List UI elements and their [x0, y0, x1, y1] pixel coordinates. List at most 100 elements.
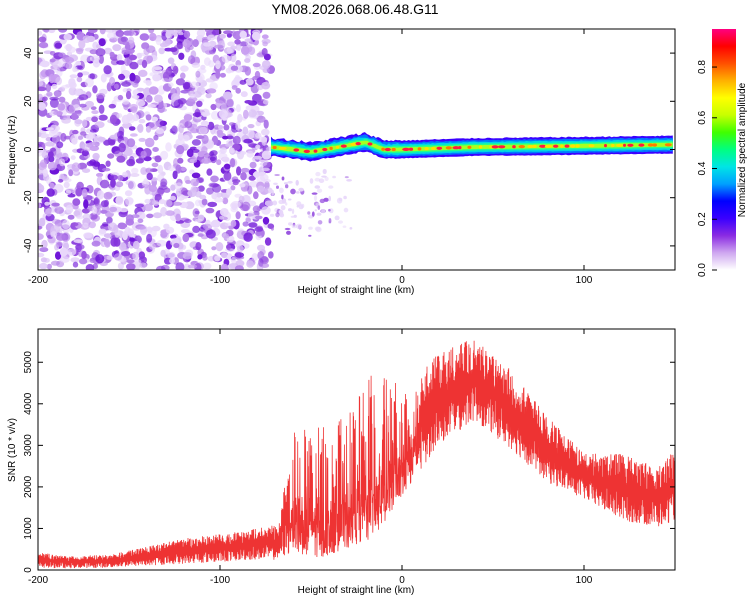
- heatmap-cell: [252, 155, 263, 160]
- heatmap-cell: [89, 128, 97, 133]
- heatmap-cell: [196, 86, 206, 95]
- spectral-ridge-peak: [512, 145, 516, 149]
- heatmap-cell: [344, 176, 349, 179]
- heatmap-cell: [88, 141, 98, 146]
- heatmap-cell: [237, 113, 243, 123]
- heatmap-cell: [264, 237, 272, 246]
- heatmap-cell: [319, 198, 325, 204]
- heatmap-cell: [182, 233, 190, 243]
- y-tick-label: 3000: [23, 434, 34, 457]
- heatmap-cell: [226, 98, 234, 108]
- y-tick-label: -20: [23, 190, 34, 205]
- heatmap-cell: [82, 168, 91, 174]
- heatmap-cell: [238, 195, 245, 203]
- heatmap-cell: [234, 252, 245, 258]
- heatmap-cell: [243, 109, 249, 120]
- heatmap-cell: [273, 182, 278, 185]
- heatmap-cell: [219, 72, 226, 78]
- heatmap-cell: [126, 259, 135, 264]
- heatmap-cell: [152, 66, 163, 71]
- heatmap-cell: [65, 43, 72, 52]
- heatmap-cell: [196, 100, 203, 108]
- heatmap-cell: [95, 93, 106, 99]
- heatmap-cell: [49, 96, 59, 101]
- heatmap-cell: [199, 194, 207, 200]
- heatmap-cell: [172, 201, 182, 206]
- spectral-ridge-peak: [367, 142, 373, 146]
- heatmap-cell: [65, 189, 72, 195]
- heatmap-cell: [163, 223, 170, 230]
- heatmap-cell: [167, 57, 175, 64]
- heatmap-cell: [242, 126, 249, 135]
- spectral-ridge-peak: [431, 146, 436, 151]
- heatmap-cell: [58, 29, 68, 33]
- heatmap-cell: [38, 102, 46, 111]
- heatmap-cell: [148, 122, 158, 130]
- heatmap-cell: [255, 215, 263, 220]
- heatmap-cell: [253, 191, 259, 200]
- heatmap-cell: [148, 243, 156, 250]
- heatmap-cell: [128, 29, 135, 37]
- heatmap-cell: [187, 55, 196, 65]
- heatmap-cell: [234, 39, 241, 45]
- heatmap-cell: [253, 135, 263, 140]
- heatmap-cell: [38, 42, 49, 49]
- heatmap-cell: [122, 171, 128, 178]
- heatmap-cell: [89, 49, 99, 55]
- heatmap-cell: [182, 81, 191, 90]
- heatmap-cell: [121, 81, 131, 87]
- heatmap-cell: [173, 242, 180, 249]
- heatmap-cell: [207, 201, 218, 208]
- heatmap-cell: [128, 54, 137, 61]
- heatmap-cell: [54, 42, 62, 49]
- heatmap-cell: [149, 72, 156, 77]
- x-tick-label: -100: [210, 575, 230, 586]
- spectrogram-x-axis-label: Height of straight line (km): [298, 285, 415, 296]
- heatmap-cell: [160, 206, 168, 217]
- heatmap-cell: [122, 99, 130, 105]
- heatmap-cell: [47, 29, 56, 34]
- heatmap-cell: [133, 240, 140, 250]
- heatmap-cell: [172, 170, 178, 180]
- spectral-ridge-peak: [355, 142, 361, 146]
- heatmap-cell: [244, 66, 251, 76]
- heatmap-cell: [40, 60, 50, 68]
- heatmap-cell: [124, 57, 130, 67]
- heatmap-cell: [264, 200, 274, 207]
- heatmap-cell: [84, 77, 94, 88]
- heatmap-cell: [82, 222, 89, 229]
- heatmap-cell: [143, 203, 154, 212]
- heatmap-cell: [222, 233, 230, 239]
- heatmap-cell: [137, 218, 144, 224]
- heatmap-cell: [113, 83, 119, 90]
- heatmap-cell: [38, 162, 47, 171]
- heatmap-cell: [58, 178, 64, 183]
- heatmap-cell: [170, 184, 176, 191]
- heatmap-cell: [262, 99, 269, 105]
- heatmap-cell: [201, 198, 208, 206]
- heatmap-cell: [85, 264, 95, 270]
- heatmap-cell: [240, 167, 250, 173]
- heatmap-cell: [47, 151, 54, 158]
- heatmap-cell: [328, 185, 334, 189]
- heatmap-cell: [76, 31, 85, 41]
- heatmap-cell: [144, 137, 155, 148]
- spectral-ridge-peak: [445, 146, 452, 150]
- heatmap-cell: [226, 135, 234, 140]
- heatmap-cell: [70, 155, 76, 160]
- heatmap-cell: [38, 225, 43, 230]
- heatmap-cell: [202, 255, 208, 261]
- heatmap-cell: [38, 30, 43, 36]
- heatmap-cell: [116, 53, 123, 62]
- heatmap-cell: [239, 183, 246, 188]
- spectral-ridge-peak: [424, 147, 429, 151]
- heatmap-cell: [115, 30, 125, 37]
- heatmap-cell: [66, 51, 73, 56]
- spectral-ridge-peak: [303, 149, 310, 153]
- heatmap-cell: [81, 188, 88, 198]
- heatmap-cell: [211, 29, 222, 36]
- heatmap-cell: [190, 178, 200, 187]
- heatmap-cell: [178, 31, 184, 36]
- heatmap-cell: [230, 158, 236, 168]
- heatmap-cell: [261, 81, 271, 90]
